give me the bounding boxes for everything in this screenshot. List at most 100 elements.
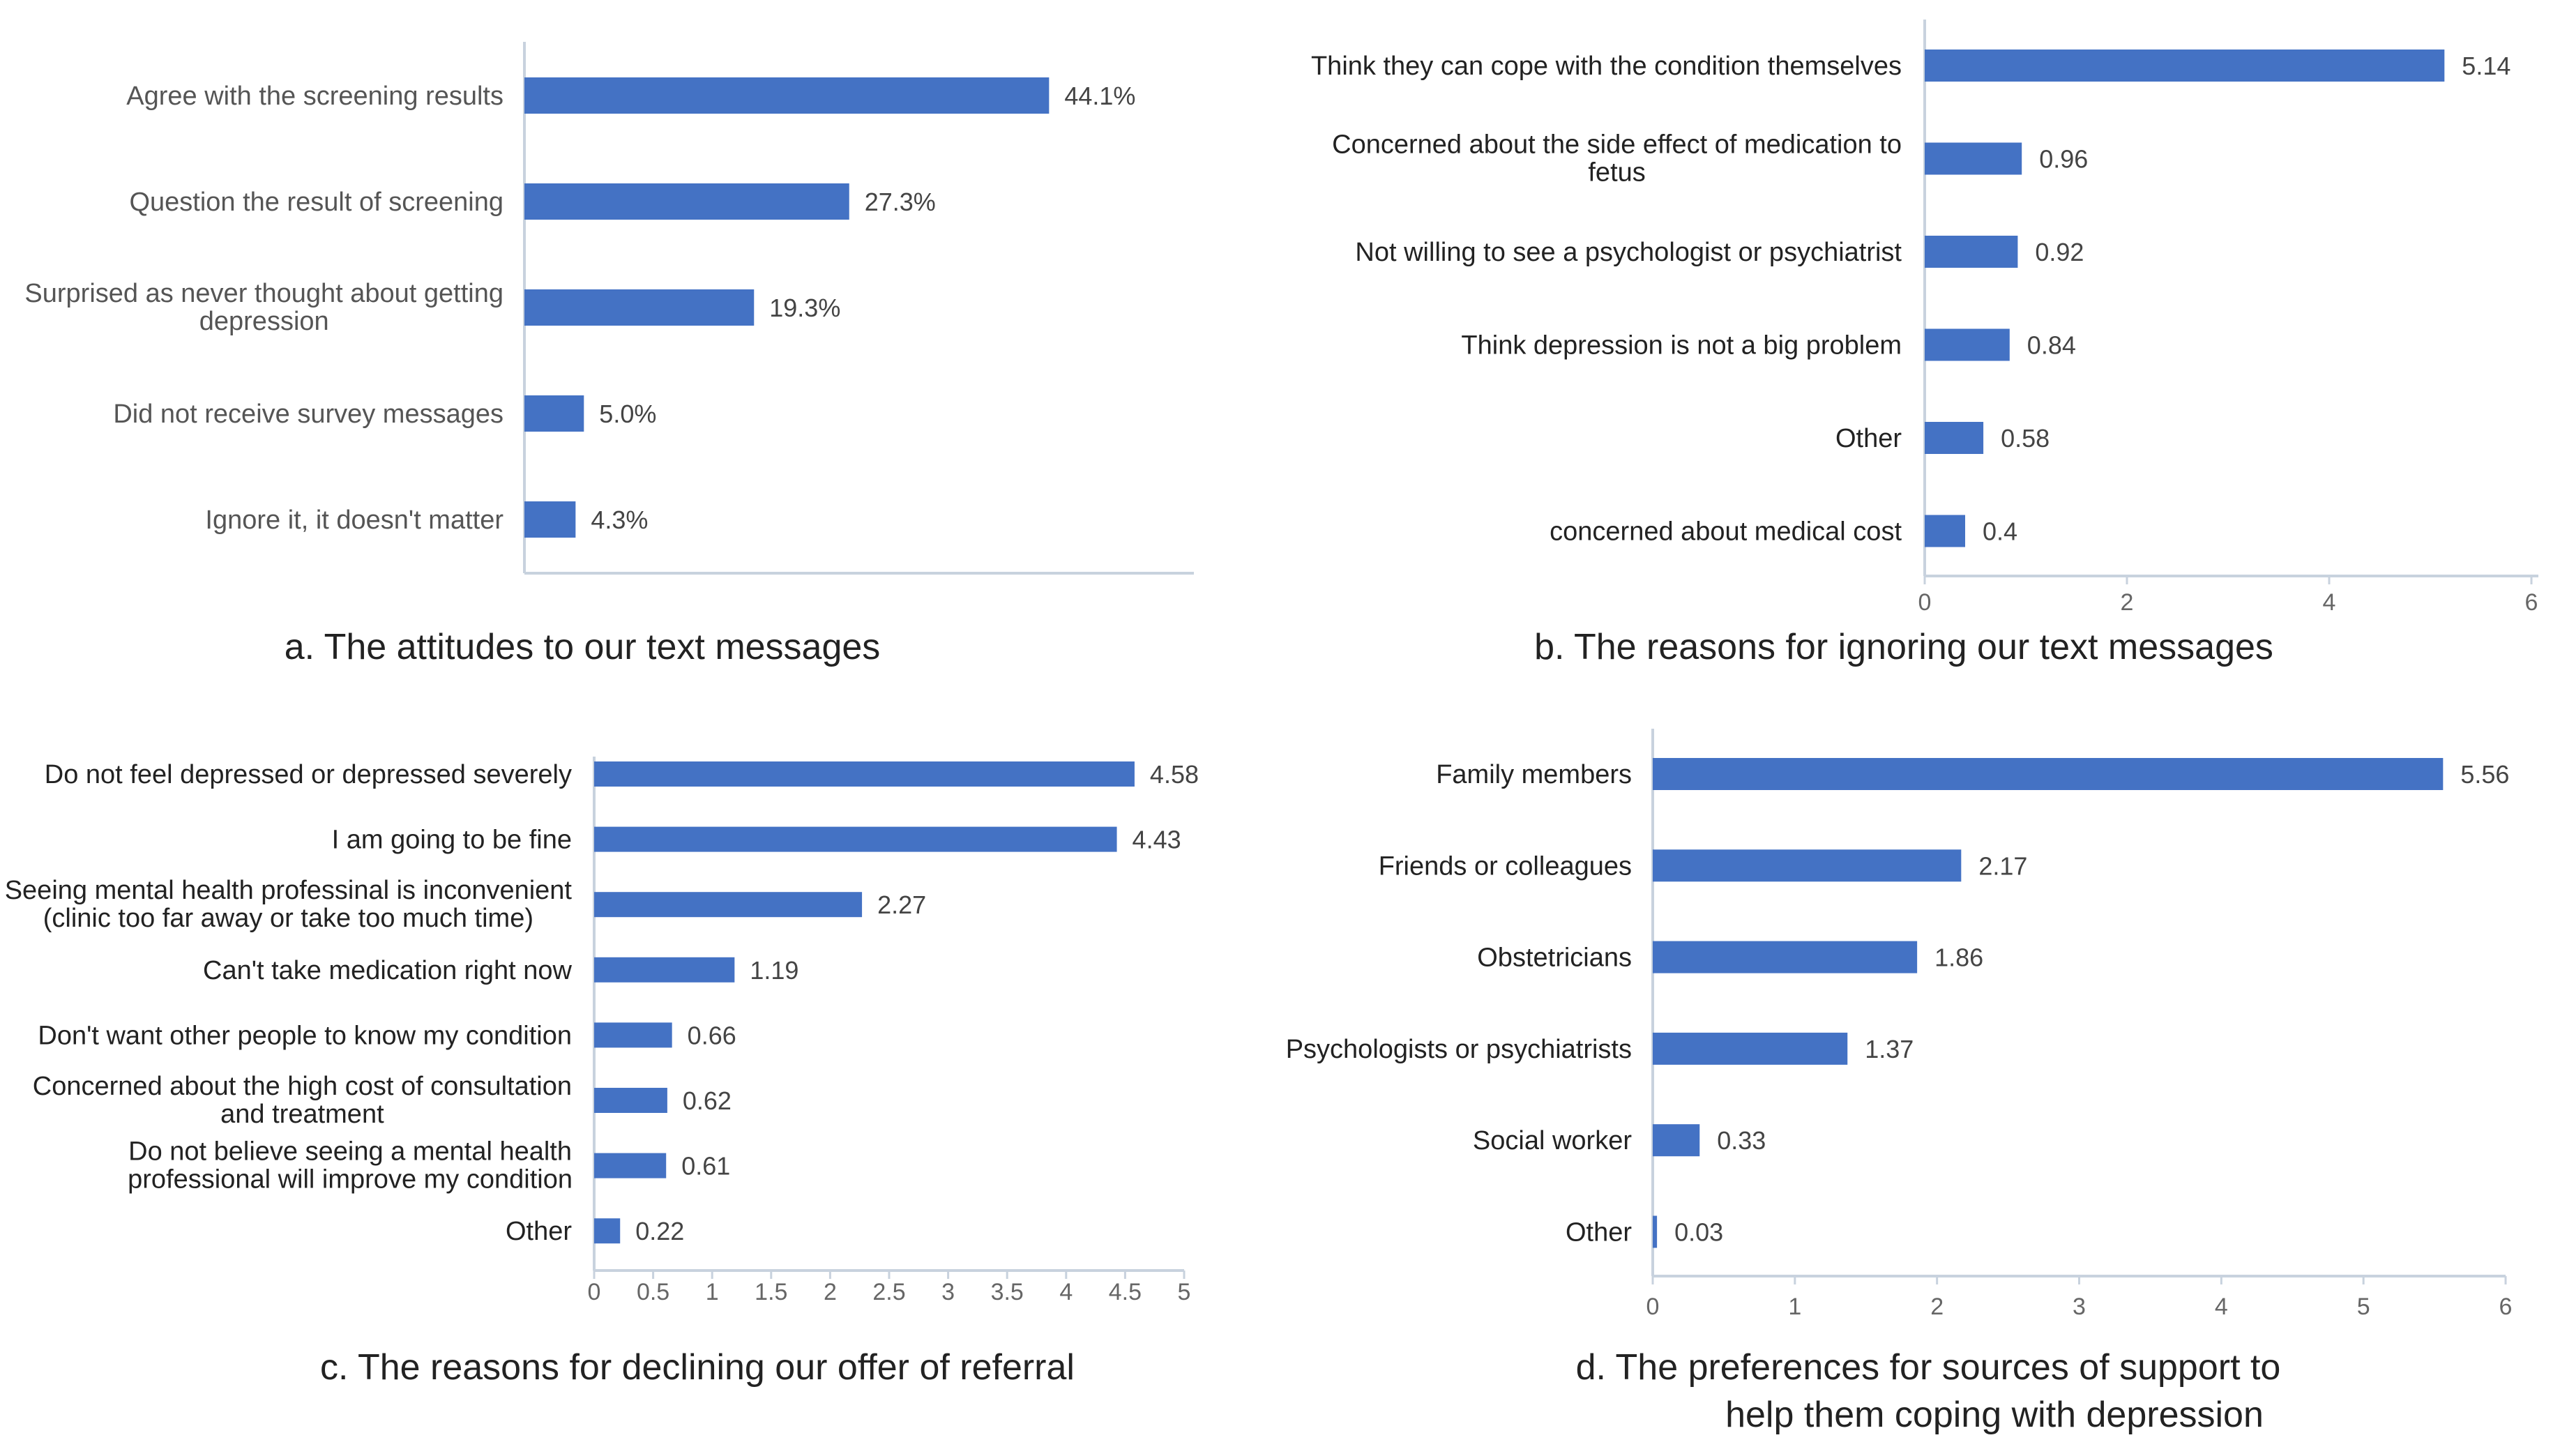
- x-tick-label: 2.5: [872, 1279, 905, 1305]
- x-tick-label: 0: [1646, 1294, 1660, 1320]
- bar: [524, 289, 755, 326]
- category-label: Social worker: [1473, 1126, 1632, 1155]
- bar: [524, 395, 584, 432]
- data-label: 0.61: [681, 1152, 730, 1181]
- x-tick-label: 1.5: [755, 1279, 787, 1305]
- category-label: Agree with the screening results: [126, 82, 503, 111]
- bar: [1653, 941, 1918, 973]
- data-label: 2.17: [1978, 851, 2027, 880]
- bar: [1925, 50, 2445, 82]
- data-label: 0.4: [1983, 517, 2017, 546]
- panel-caption: b. The reasons for ignoring our text mes…: [1534, 627, 2273, 667]
- bar: [594, 826, 1117, 852]
- category-label: Question the result of screening: [129, 188, 503, 217]
- bar: [1925, 142, 2022, 175]
- bar: [1925, 422, 1984, 454]
- data-label: 4.43: [1133, 826, 1181, 854]
- data-label: 5.0%: [599, 400, 656, 428]
- category-label: Other: [1566, 1218, 1632, 1248]
- category-label: I am going to be fine: [332, 826, 572, 855]
- x-tick-label: 5: [2357, 1294, 2370, 1320]
- x-tick-label: 5: [1178, 1279, 1191, 1305]
- category-label: Other: [506, 1217, 572, 1246]
- category-label: Psychologists or psychiatrists: [1286, 1035, 1632, 1064]
- x-tick-label: 6: [2499, 1294, 2513, 1320]
- category-label: Think depression is not a big problem: [1461, 331, 1902, 361]
- bar: [524, 77, 1050, 114]
- x-tick-label: 4.5: [1109, 1279, 1142, 1305]
- panel-caption: c. The reasons for declining our offer o…: [320, 1347, 1075, 1388]
- bar: [524, 501, 576, 538]
- chart-panel-a: 44.1% Agree with the screening results 27.…: [24, 42, 1194, 667]
- x-tick-label: 2: [1930, 1294, 1944, 1320]
- category-label: Don't want other people to know my condi…: [38, 1021, 572, 1050]
- category-label: Do not believe seeing a mental health pro…: [128, 1137, 573, 1195]
- data-label: 19.3%: [769, 294, 840, 322]
- category-label: Concerned about the high cost of consult…: [33, 1072, 572, 1129]
- x-tick-label: 4: [2323, 589, 2336, 616]
- category-label: concerned about medical cost: [1550, 517, 1902, 547]
- bar: [1653, 849, 1962, 882]
- chart-panel-b: 0 2 4 6 5.14 Think they can cope with the con…: [1311, 20, 2538, 667]
- panel-caption: d. The preferences for sources of suppor…: [1576, 1347, 2281, 1435]
- data-label: 5.56: [2460, 760, 2509, 789]
- category-label: Other: [1835, 424, 1902, 453]
- category-label: Do not feel depressed or depressed sever…: [45, 760, 572, 789]
- bar: [1653, 1124, 1700, 1157]
- category-label: Surprised as never thought about getting…: [24, 279, 503, 336]
- bar: [1925, 236, 2018, 268]
- category-label: Concerned about the side effect of medic…: [1332, 130, 1902, 188]
- x-tick-label: 1: [1788, 1294, 1801, 1320]
- data-label: 4.58: [1150, 760, 1199, 789]
- data-label: 0.66: [688, 1021, 736, 1049]
- category-label: Can't take medication right now: [203, 956, 573, 985]
- bar: [594, 1088, 667, 1113]
- x-tick-label: 4: [1059, 1279, 1073, 1305]
- category-label: Friends or colleagues: [1379, 851, 1632, 881]
- x-tick-label: 4: [2215, 1294, 2228, 1320]
- x-tick-label: 2: [2121, 589, 2134, 616]
- data-label: 0.84: [2027, 331, 2076, 360]
- data-label: 0.33: [1717, 1126, 1766, 1155]
- bar: [1653, 1215, 1658, 1248]
- bar: [594, 1218, 621, 1244]
- bar: [1653, 1032, 1848, 1065]
- data-label: 0.58: [2001, 424, 2050, 453]
- category-label: Obstetricians: [1477, 943, 1632, 973]
- data-label: 1.86: [1934, 943, 1983, 972]
- data-label: 0.96: [2039, 145, 2088, 174]
- x-tick-label: 6: [2525, 589, 2538, 616]
- bar: [594, 1022, 672, 1048]
- x-tick-label: 3: [941, 1279, 955, 1305]
- bar: [594, 1153, 667, 1178]
- x-tick-label: 3: [2073, 1294, 2086, 1320]
- category-label: Ignore it, it doesn't matter: [205, 506, 503, 535]
- category-label: Did not receive survey messages: [113, 400, 503, 429]
- data-label: 0.03: [1674, 1218, 1723, 1247]
- category-label: Not willing to see a psychologist or psy…: [1355, 238, 1902, 267]
- category-label: Seeing mental health professinal is inco…: [5, 876, 573, 933]
- chart-panel-d: 0 1 2 3 4 5 6 5.56 Family members 2.17 Friends or …: [1286, 729, 2513, 1435]
- bar: [1653, 758, 2444, 790]
- category-label: Think they can cope with the condition t…: [1311, 52, 1902, 81]
- data-label: 0.92: [2035, 238, 2084, 266]
- panel-caption: a. The attitudes to our text messages: [285, 627, 881, 667]
- data-label: 0.22: [635, 1217, 684, 1245]
- data-label: 44.1%: [1064, 82, 1135, 110]
- data-label: 1.19: [750, 956, 798, 985]
- bar: [1925, 328, 2010, 361]
- data-label: 4.3%: [591, 506, 648, 534]
- category-label: Family members: [1436, 760, 1632, 789]
- x-tick-label: 0: [588, 1279, 601, 1305]
- bar: [594, 892, 863, 918]
- data-label: 2.27: [877, 890, 926, 919]
- bar: [594, 761, 1135, 787]
- x-tick-label: 0: [1918, 589, 1932, 616]
- data-label: 0.62: [683, 1086, 732, 1115]
- data-label: 27.3%: [865, 188, 936, 216]
- data-label: 1.37: [1865, 1035, 1914, 1063]
- x-tick-label: 3.5: [991, 1279, 1024, 1305]
- x-tick-label: 0.5: [637, 1279, 669, 1305]
- chart-panel-c: 0 0.5 1 1.5 2 2.5 3 3.5 4 4.5 5 4.58 Do not feel dep…: [5, 757, 1199, 1388]
